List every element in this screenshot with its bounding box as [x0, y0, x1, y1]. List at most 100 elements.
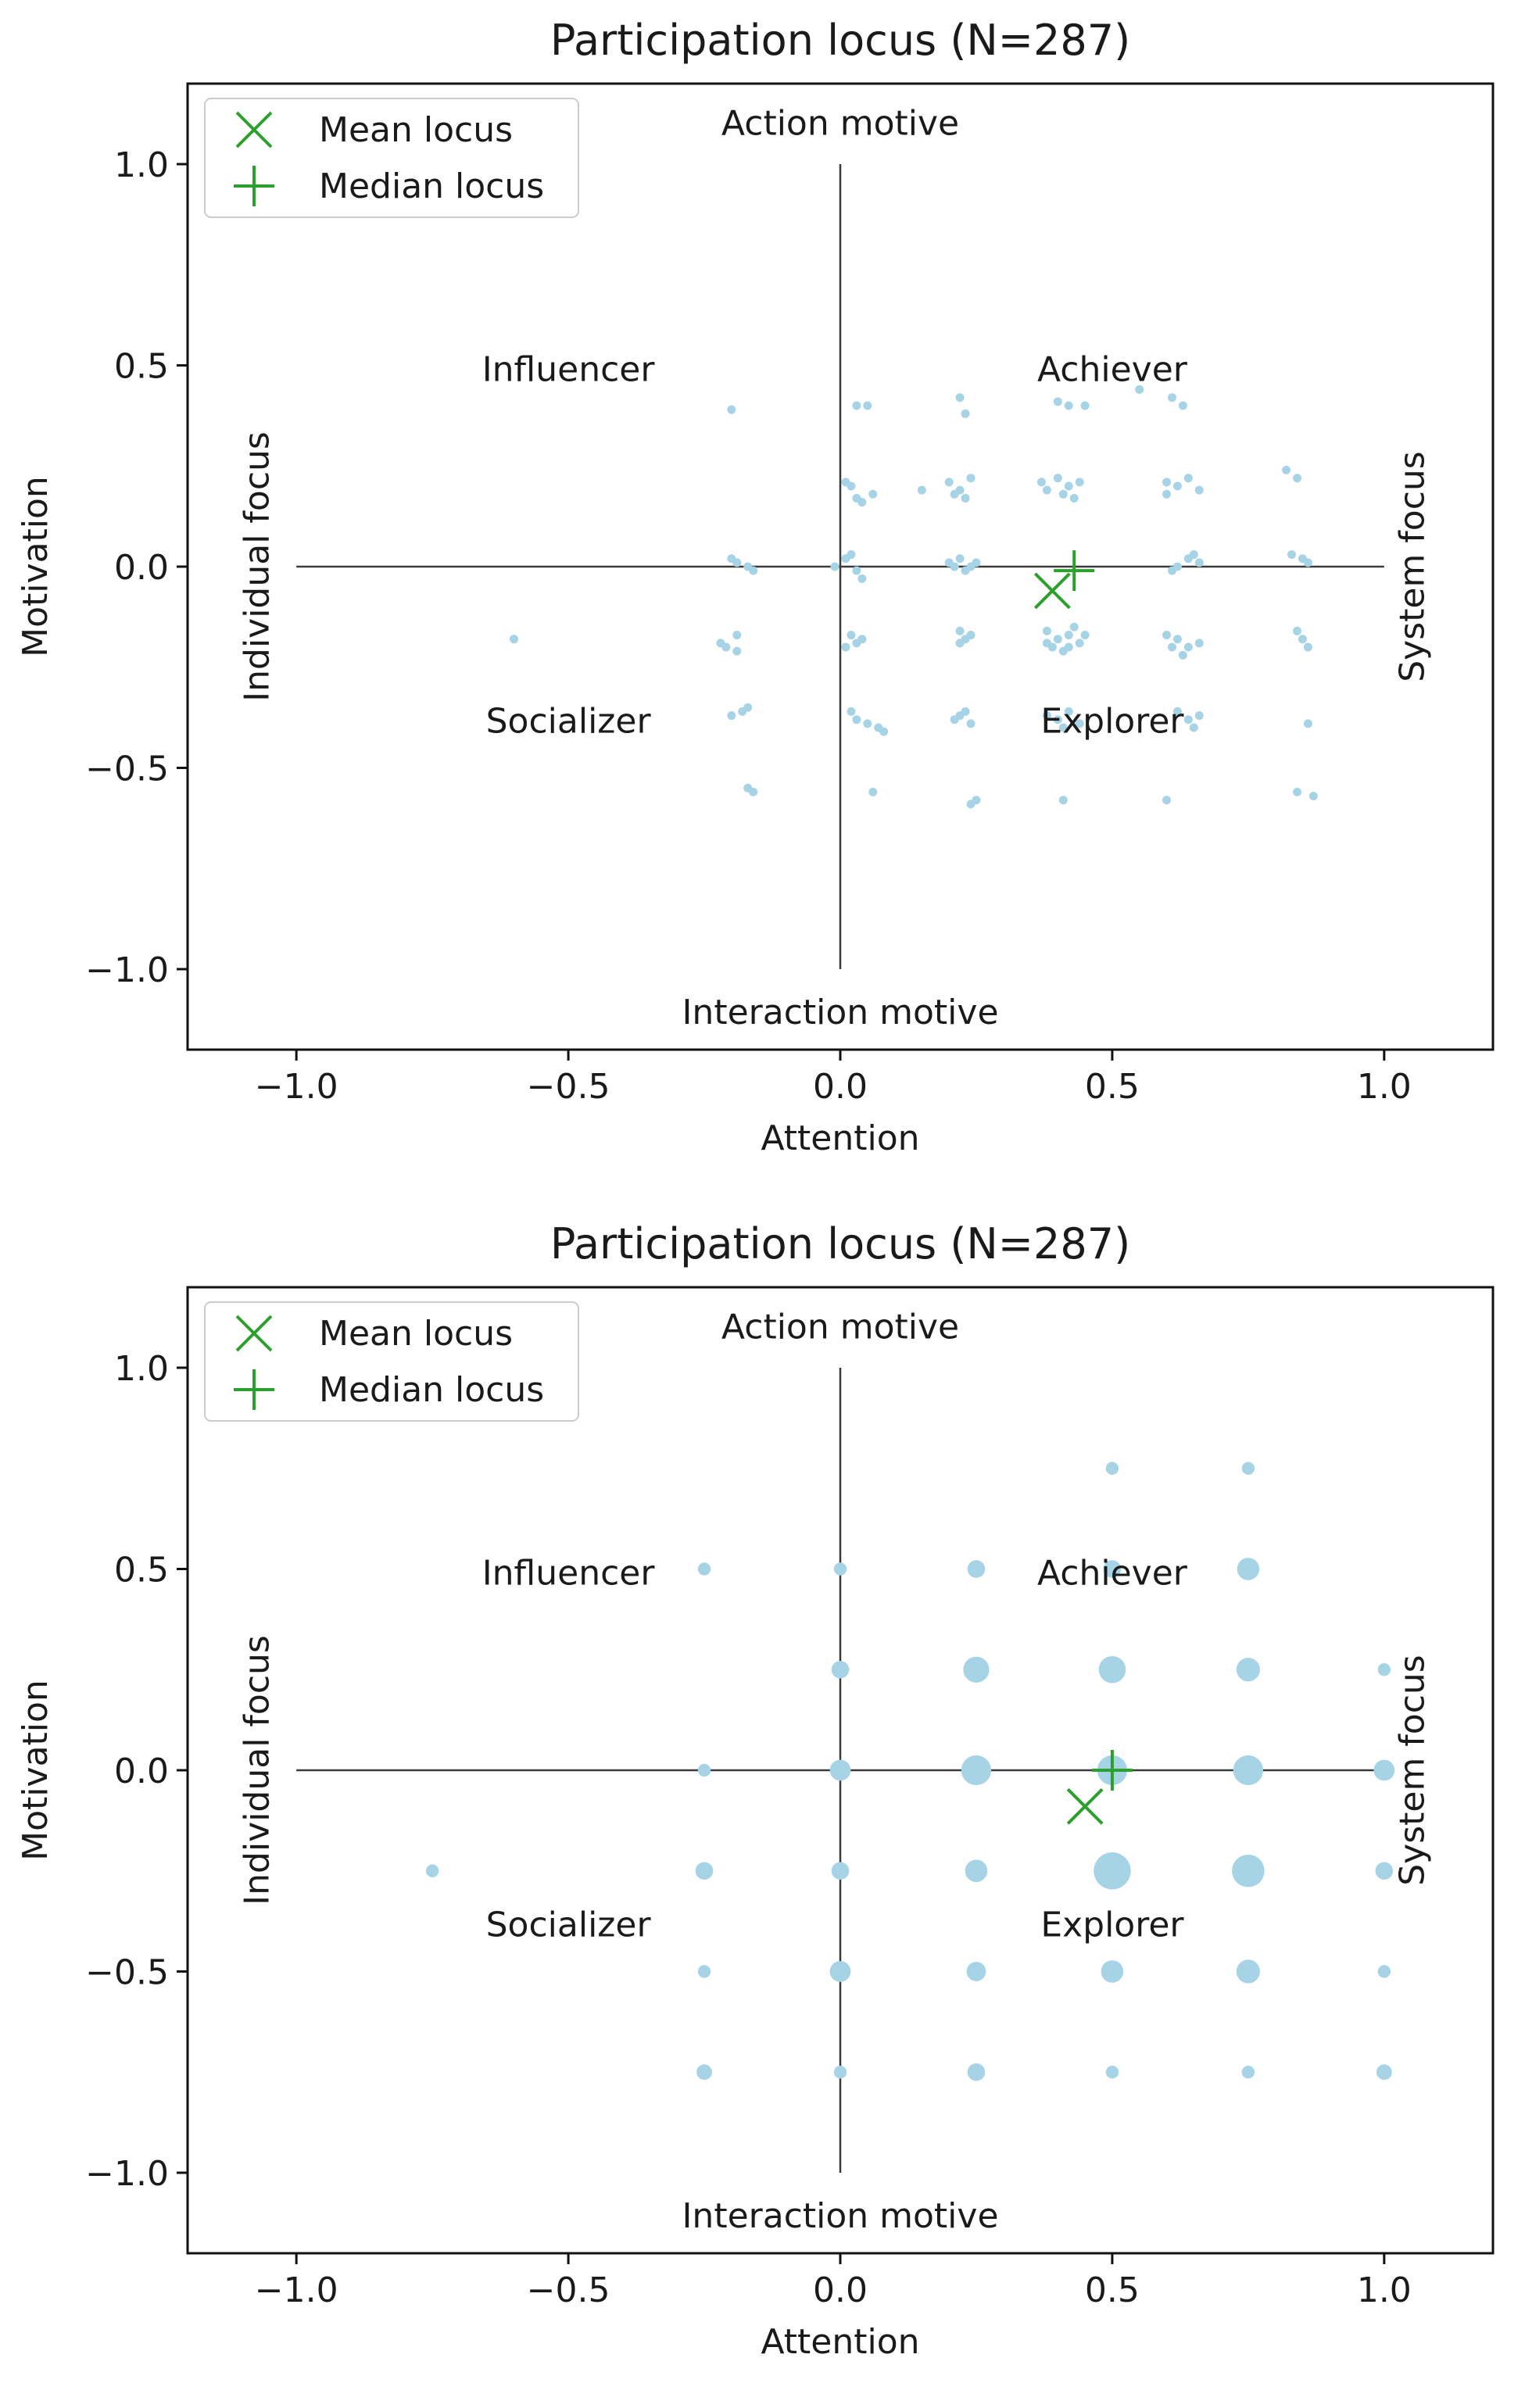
- data-point: [1167, 642, 1176, 652]
- y-axis-label: Motivation: [16, 1680, 55, 1861]
- x-axis-label: Attention: [761, 2322, 919, 2362]
- data-point: [966, 719, 975, 728]
- data-point: [1069, 493, 1079, 503]
- data-point: [732, 646, 742, 656]
- quadrant-label-explorer: Explorer: [1040, 1905, 1184, 1945]
- data-point: [1303, 642, 1312, 652]
- data-point: [1075, 719, 1084, 728]
- legend-mean-label: Mean locus: [319, 1314, 513, 1354]
- data-point: [1293, 787, 1301, 796]
- data-point: [966, 1962, 986, 1981]
- x-tick-label: 1.0: [1357, 2270, 1412, 2310]
- data-point: [1064, 631, 1073, 640]
- data-point: [1293, 626, 1301, 635]
- data-point: [1303, 719, 1312, 728]
- data-point: [1194, 639, 1204, 648]
- quadrant-label-influencer: Influencer: [482, 350, 656, 390]
- data-point: [879, 727, 889, 736]
- data-point: [1053, 474, 1062, 483]
- data-point: [425, 1864, 439, 1877]
- data-point: [1064, 642, 1073, 652]
- legend-median-label: Median locus: [319, 1370, 544, 1410]
- data-point: [1103, 1560, 1122, 1578]
- x-tick-label: −1.0: [255, 2270, 338, 2310]
- data-point: [1172, 707, 1182, 716]
- data-point: [1058, 489, 1068, 499]
- data-point: [1183, 474, 1193, 483]
- data-point: [1162, 796, 1171, 805]
- data-point: [852, 566, 861, 575]
- legend-box: [204, 1301, 579, 1422]
- legend-median-icon: [234, 166, 274, 206]
- x-tick-label: 0.0: [813, 2270, 868, 2310]
- data-point: [1194, 711, 1204, 721]
- data-point: [1135, 385, 1144, 394]
- data-point: [1236, 1959, 1260, 1984]
- data-point: [863, 719, 872, 728]
- data-point: [863, 401, 872, 410]
- x-tick-label: −1.0: [255, 1067, 338, 1107]
- data-point: [1241, 1462, 1255, 1475]
- data-point: [1162, 631, 1171, 640]
- data-point: [1178, 650, 1187, 660]
- data-point: [1080, 401, 1090, 410]
- data-point: [1075, 478, 1084, 487]
- data-point: [847, 481, 856, 491]
- y-tick-label: 1.0: [114, 145, 169, 185]
- data-point: [963, 1656, 990, 1683]
- data-point: [1053, 397, 1062, 406]
- data-point: [1189, 723, 1198, 732]
- data-point: [917, 485, 926, 495]
- data-point: [697, 1562, 711, 1576]
- data-point: [1308, 792, 1318, 801]
- x-tick-label: 0.0: [813, 1067, 868, 1107]
- legend-mean-icon: [235, 111, 273, 148]
- data-point: [833, 1562, 847, 1576]
- data-point: [967, 1560, 986, 1578]
- data-point: [749, 566, 758, 575]
- data-point: [743, 783, 753, 793]
- chart-title: Participation locus (N=287): [550, 16, 1130, 65]
- data-point: [1232, 1854, 1265, 1887]
- data-point: [1183, 642, 1193, 652]
- data-point: [1298, 635, 1307, 644]
- legend-median-label: Median locus: [319, 166, 544, 206]
- data-point: [1189, 550, 1198, 560]
- data-point: [961, 493, 970, 503]
- data-point: [697, 1965, 711, 1978]
- y-tick-label: 0.0: [114, 548, 169, 588]
- data-point: [950, 489, 959, 499]
- y-axis-label: Motivation: [16, 476, 55, 657]
- data-point: [852, 493, 861, 503]
- data-point: [1183, 715, 1193, 725]
- data-point: [1053, 635, 1062, 644]
- data-point: [961, 1755, 992, 1786]
- data-point: [955, 626, 965, 635]
- data-point: [1194, 485, 1204, 495]
- data-point: [1376, 2064, 1392, 2081]
- data-point: [955, 554, 965, 564]
- data-point: [1303, 558, 1312, 567]
- data-point: [697, 1763, 711, 1777]
- legend-median-icon: [234, 1369, 274, 1410]
- data-point: [1162, 489, 1171, 499]
- data-point: [1172, 481, 1182, 491]
- data-point: [1042, 626, 1051, 635]
- mean-locus-marker: [1066, 1787, 1104, 1825]
- data-point: [1075, 639, 1084, 648]
- data-point: [695, 1862, 714, 1880]
- data-points: [510, 385, 1318, 809]
- legend-box: [204, 98, 579, 218]
- data-point: [961, 566, 970, 575]
- data-point: [944, 478, 954, 487]
- data-point: [847, 707, 856, 716]
- quadrant-label-socializer: Socializer: [486, 702, 652, 742]
- annotation-system-focus: System focus: [1393, 451, 1433, 682]
- data-point: [1101, 1960, 1124, 1983]
- annotation-interaction-motive: Interaction motive: [682, 2196, 998, 2236]
- annotation-action-motive: Action motive: [721, 1308, 959, 1347]
- y-tick-label: −1.0: [85, 950, 169, 990]
- mean-locus-marker: [1033, 572, 1071, 610]
- annotation-interaction-motive: Interaction motive: [682, 993, 998, 1032]
